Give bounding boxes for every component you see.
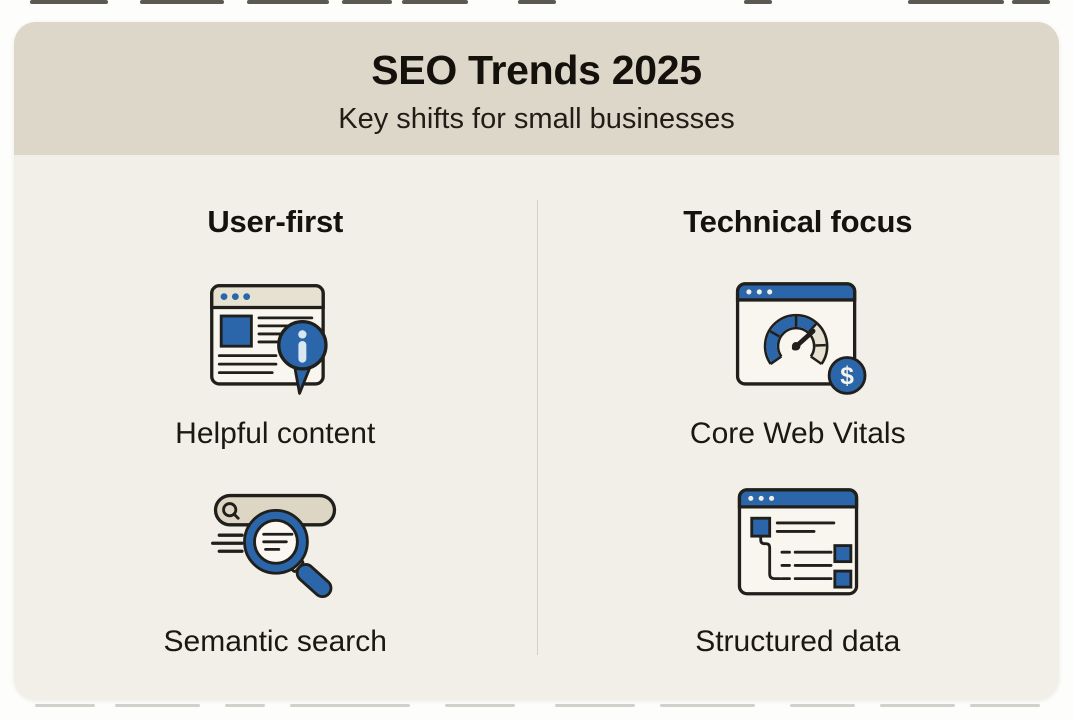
speedometer-gauge bbox=[763, 313, 829, 366]
list-item-icon bbox=[723, 488, 873, 606]
cropped-text-artifact bbox=[790, 704, 855, 707]
item-label: Structured data bbox=[695, 625, 901, 658]
magnifier-lens bbox=[243, 508, 310, 575]
column-heading: User-first bbox=[207, 204, 344, 239]
column-technical-focus: Technical focus bbox=[537, 155, 1060, 700]
article-image-block bbox=[220, 314, 254, 348]
cropped-text-artifact bbox=[342, 0, 392, 4]
cropped-text-artifact bbox=[1012, 0, 1050, 4]
cropped-text-artifact bbox=[970, 704, 1040, 707]
cropped-text-artifact bbox=[35, 704, 95, 707]
schema-root-node bbox=[750, 516, 771, 538]
cropped-text-artifact bbox=[247, 0, 329, 4]
cropped-text-artifact bbox=[445, 704, 515, 707]
column-heading: Technical focus bbox=[683, 204, 913, 239]
infographic-card: SEO Trends 2025 Key shifts for small bus… bbox=[14, 22, 1059, 700]
cropped-text-artifact bbox=[518, 0, 556, 4]
cropped-text-artifact bbox=[555, 704, 635, 707]
cropped-text-artifact bbox=[744, 0, 772, 4]
column-divider bbox=[537, 200, 538, 655]
cropped-text-artifact bbox=[140, 0, 224, 4]
semantic-search-icon bbox=[211, 493, 337, 599]
cropped-text-artifact bbox=[290, 704, 410, 707]
helpful-content-icon bbox=[210, 284, 328, 395]
list-item-icon bbox=[200, 282, 350, 400]
page-subtitle: Key shifts for small businesses bbox=[338, 103, 735, 135]
browser-title-bar bbox=[737, 488, 858, 509]
core-web-vitals-icon: $ bbox=[735, 282, 867, 395]
info-glyph bbox=[298, 330, 307, 363]
schema-child-node bbox=[833, 544, 853, 564]
cropped-text-artifact bbox=[402, 0, 468, 4]
dollar-badge: $ bbox=[827, 356, 867, 395]
structured-data-icon bbox=[737, 488, 858, 596]
card-body: User-first bbox=[14, 155, 1059, 700]
browser-title-bar bbox=[210, 284, 326, 310]
tree-connector bbox=[759, 534, 782, 581]
list-item-icon: $ bbox=[723, 282, 873, 400]
item-label: Core Web Vitals bbox=[689, 417, 906, 450]
schema-child-node bbox=[833, 569, 853, 589]
cropped-text-artifact bbox=[115, 704, 200, 707]
browser-title-bar bbox=[735, 282, 857, 302]
speed-lines bbox=[211, 533, 244, 553]
column-user-first: User-first bbox=[14, 155, 537, 700]
cropped-text-artifact bbox=[880, 704, 955, 707]
cropped-text-artifact bbox=[908, 0, 1004, 4]
list-item-icon bbox=[200, 488, 350, 606]
info-bubble bbox=[277, 319, 328, 395]
card-header: SEO Trends 2025 Key shifts for small bus… bbox=[14, 22, 1059, 155]
dollar-glyph: $ bbox=[840, 363, 854, 390]
page-title: SEO Trends 2025 bbox=[371, 47, 702, 93]
cropped-text-artifact bbox=[225, 704, 265, 707]
cropped-text-artifact bbox=[30, 0, 108, 4]
item-label: Helpful content bbox=[175, 417, 376, 450]
item-label: Semantic search bbox=[163, 625, 387, 658]
cropped-text-artifact bbox=[660, 704, 755, 707]
